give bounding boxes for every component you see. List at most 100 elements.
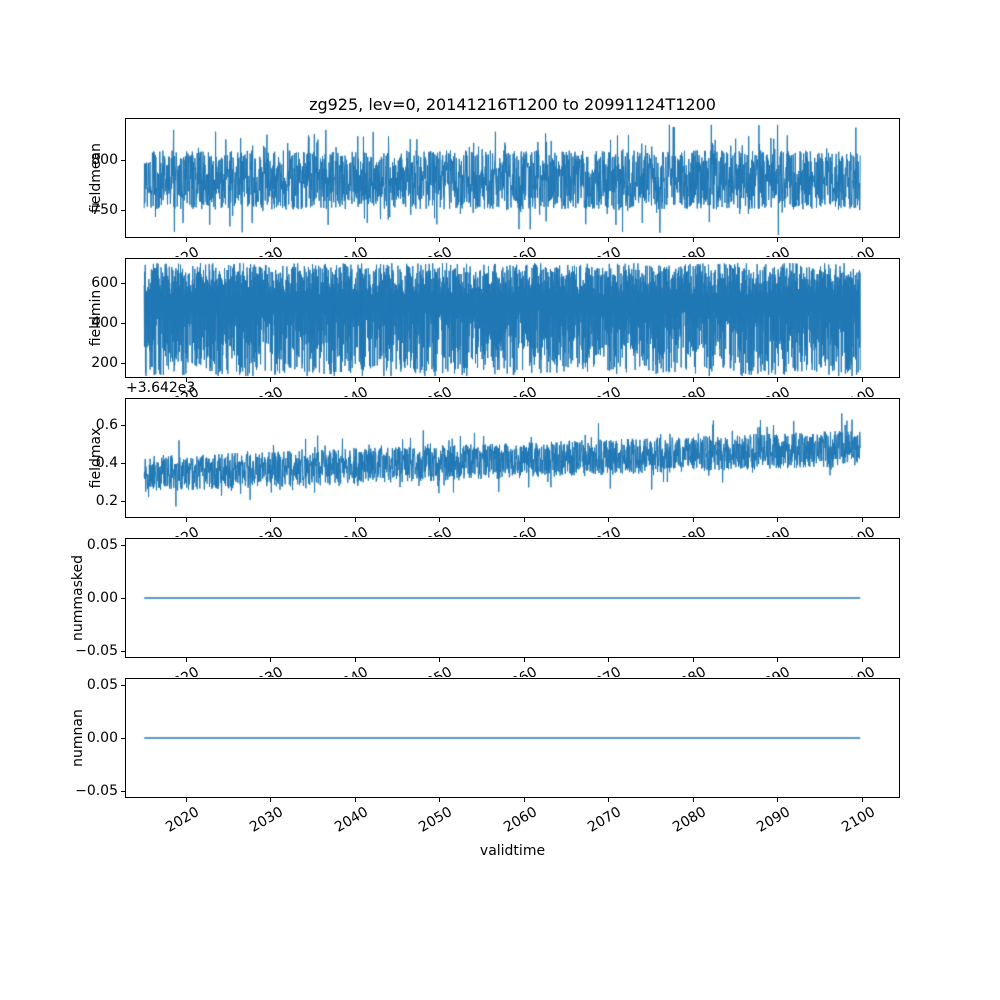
x-tick-label: 2100 xyxy=(839,244,878,257)
x-tick-label: 2020 xyxy=(162,804,202,836)
x-tick-mark xyxy=(354,378,356,382)
x-tick-mark xyxy=(608,658,610,662)
x-tick-mark xyxy=(692,238,694,242)
x-tick-label: 2060 xyxy=(501,804,540,836)
x-tick-label: 2100 xyxy=(839,804,878,836)
x-tick-mark xyxy=(861,798,863,802)
y-tick-label: 0.4 xyxy=(95,454,118,471)
x-tick-mark xyxy=(523,798,525,802)
y-tick-label: 0.00 xyxy=(86,590,118,606)
x-tick-mark xyxy=(861,658,863,662)
chart-title: zg925, lev=0, 20141216T1200 to 20991124T… xyxy=(309,95,716,114)
subplot-fieldmean xyxy=(125,118,900,238)
x-tick-mark xyxy=(185,238,187,242)
y-tick-label: 0.6 xyxy=(95,416,118,433)
y-tick-label: 0.00 xyxy=(86,730,118,746)
subplot-nummasked xyxy=(125,538,900,658)
x-tick-mark xyxy=(523,378,525,382)
x-tick-label: 2040 xyxy=(332,804,371,836)
x-tick-label: 2040 xyxy=(332,524,371,537)
y-tick-mark xyxy=(121,685,125,687)
x-tick-label: 2080 xyxy=(670,524,709,537)
x-tick-mark xyxy=(608,798,610,802)
x-tick-label: 2090 xyxy=(755,244,794,257)
fieldmax-line-canvas xyxy=(126,399,899,517)
x-tick-strip: 2020 2030 2040 2050 2060 2070 2080 2090 2100 xyxy=(125,239,902,257)
y-tick-mark xyxy=(121,738,125,739)
y-tick-mark xyxy=(121,160,125,161)
x-tick-mark xyxy=(439,518,441,522)
x-tick-label: 2080 xyxy=(670,244,709,257)
x-tick-strip: 2020 2030 2040 2050 2060 2070 2080 2090 2100 xyxy=(125,519,902,537)
x-tick-mark xyxy=(777,238,779,242)
y-tick-label: −0.05 xyxy=(75,642,118,659)
x-tick-mark xyxy=(185,658,187,662)
y-tick-label: 0.05 xyxy=(86,537,118,554)
x-tick-mark xyxy=(439,238,441,242)
x-tick-mark xyxy=(270,658,272,662)
x-tick-label: 2050 xyxy=(416,804,456,836)
x-tick-label: 2090 xyxy=(755,524,794,537)
nummasked-line-canvas xyxy=(126,539,899,657)
x-tick-label: 2020 xyxy=(163,524,202,537)
x-tick-label: 2050 xyxy=(417,664,456,677)
x-tick-mark xyxy=(692,798,694,802)
x-tick-label: 2090 xyxy=(755,384,794,397)
x-tick-label: 2030 xyxy=(247,524,286,537)
x-tick-label: 2050 xyxy=(417,384,456,397)
y-tick-mark xyxy=(121,500,125,502)
x-tick-mark xyxy=(185,518,187,522)
x-tick-mark xyxy=(861,378,863,382)
x-tick-label: 2030 xyxy=(247,244,286,257)
y-axis-offset-text: +3.642e3 xyxy=(126,380,196,396)
x-tick-mark xyxy=(777,378,779,382)
x-tick-mark xyxy=(777,658,779,662)
x-tick-mark xyxy=(354,238,356,242)
fieldmean-line-canvas xyxy=(126,119,899,237)
x-tick-label: 2070 xyxy=(586,244,625,257)
x-tick-mark xyxy=(270,238,272,242)
y-tick-label: 800 xyxy=(91,152,118,168)
y-tick-mark xyxy=(121,790,125,792)
x-tick-mark xyxy=(270,518,272,522)
x-tick-label: 2020 xyxy=(163,244,202,257)
x-tick-label: 2020 xyxy=(163,384,202,397)
x-tick-label: 2080 xyxy=(670,384,709,397)
x-tick-mark xyxy=(861,238,863,242)
y-tick-label: 400 xyxy=(91,315,118,331)
y-tick-mark xyxy=(121,363,125,364)
x-tick-mark xyxy=(692,658,694,662)
x-tick-label: 2060 xyxy=(501,524,540,537)
x-tick-label: 2030 xyxy=(247,664,286,677)
x-tick-mark xyxy=(608,238,610,242)
x-tick-mark xyxy=(608,378,610,382)
x-tick-mark xyxy=(354,658,356,662)
y-tick-mark xyxy=(121,283,125,284)
x-tick-label: 2070 xyxy=(585,804,625,836)
x-tick-mark xyxy=(692,518,694,522)
x-tick-label: 2050 xyxy=(417,524,456,537)
x-tick-label: 2100 xyxy=(839,524,878,537)
y-tick-label: 200 xyxy=(91,355,118,371)
x-tick-mark xyxy=(185,798,187,802)
x-tick-mark xyxy=(270,798,272,802)
x-tick-mark xyxy=(608,518,610,522)
x-tick-label: 2060 xyxy=(501,384,540,397)
fieldmin-line-canvas xyxy=(126,259,899,377)
x-tick-strip: 2020 2030 2040 2050 2060 2070 2080 2090 2100 xyxy=(125,799,902,841)
x-tick-mark xyxy=(523,238,525,242)
x-tick-label: 2020 xyxy=(163,664,202,677)
subplot-numnan xyxy=(125,678,900,798)
x-tick-label: 2070 xyxy=(586,664,625,677)
x-tick-strip: 2020 2030 2040 2050 2060 2070 2080 2090 2100 xyxy=(125,659,902,677)
x-tick-mark xyxy=(439,798,441,802)
x-tick-label: 2100 xyxy=(839,664,878,677)
x-tick-label: 2060 xyxy=(501,664,540,677)
x-tick-label: 2060 xyxy=(501,244,540,257)
x-tick-label: 2030 xyxy=(247,804,287,836)
x-tick-label: 2040 xyxy=(332,384,371,397)
x-tick-label: 2040 xyxy=(332,664,371,677)
x-axis-title: validtime xyxy=(479,843,546,859)
y-tick-mark xyxy=(121,210,125,211)
x-tick-mark xyxy=(523,518,525,522)
